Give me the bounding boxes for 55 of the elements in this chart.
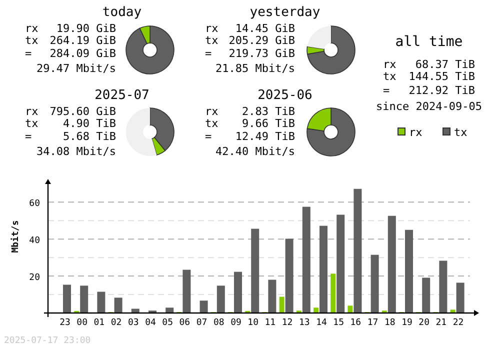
text: rx 795.60 GiB xyxy=(25,105,116,118)
text: 42.40 Mbit/s xyxy=(216,145,295,158)
text: since 2024-09-05 xyxy=(376,100,482,113)
text: tx 205.29 GiB xyxy=(205,34,296,47)
x-tick-label: 04 xyxy=(145,318,156,328)
chart-title: 2025-06 xyxy=(258,88,312,103)
chart-title: 2025-07 xyxy=(94,88,150,103)
x-tick-label: 19 xyxy=(402,318,412,328)
text: rx 14.45 GiB xyxy=(205,22,295,35)
x-tick-label: 03 xyxy=(128,318,139,328)
x-tick-label: 11 xyxy=(264,318,276,328)
x-tick-label: 21 xyxy=(436,318,447,328)
chart-title: yesterday xyxy=(250,5,320,20)
legend-label: rx xyxy=(409,126,423,139)
text: all time xyxy=(395,34,463,50)
text: tx 264.19 GiB xyxy=(25,34,116,47)
x-tick-label: 16 xyxy=(350,318,362,328)
text: 34.08 Mbit/s xyxy=(36,145,116,158)
x-tick-label: 12 xyxy=(282,318,293,328)
text: = 212.92 TiB xyxy=(383,84,475,97)
x-tick-label: 13 xyxy=(298,318,310,328)
chart-title: today xyxy=(102,5,142,20)
x-tick-label: 17 xyxy=(367,318,378,328)
x-tick-label: 05 xyxy=(162,318,174,328)
text: = 12.49 TiB xyxy=(205,130,295,143)
x-tick-label: 09 xyxy=(230,318,242,328)
x-tick-label: 02 xyxy=(110,318,122,328)
y-tick-label: 20 xyxy=(29,273,40,284)
text: rx 2.83 TiB xyxy=(205,105,295,118)
text: tx 4.90 TiB xyxy=(25,117,116,130)
x-tick-label: 20 xyxy=(418,318,430,328)
x-tick-label: 15 xyxy=(333,318,344,328)
text: = 5.68 TiB xyxy=(25,130,116,143)
legend-label: tx xyxy=(454,126,468,139)
text: rx 68.37 TiB xyxy=(383,58,475,71)
text: 21.85 Mbit/s xyxy=(216,62,295,75)
y-axis-title: Mbit/s xyxy=(10,220,21,253)
text: tx 144.55 TiB xyxy=(383,70,476,83)
y-tick-label: 40 xyxy=(29,236,40,246)
x-tick-label: 06 xyxy=(179,318,190,328)
x-tick-label: 14 xyxy=(316,318,327,328)
y-tick-label: 60 xyxy=(29,199,40,210)
text: = 219.73 GiB xyxy=(205,47,295,60)
text: 29.47 Mbit/s xyxy=(36,62,116,75)
text: tx 9.66 TiB xyxy=(205,117,295,130)
text: = 284.09 GiB xyxy=(25,47,116,60)
x-tick-label: 07 xyxy=(196,318,208,328)
x-tick-label: 22 xyxy=(452,318,464,328)
x-tick-label: 01 xyxy=(94,318,105,328)
x-tick-label: 08 xyxy=(213,318,224,328)
x-tick-label: 18 xyxy=(384,318,396,328)
x-tick-label: 00 xyxy=(76,318,88,328)
text: rx 19.90 GiB xyxy=(25,22,116,35)
x-tick-label: 10 xyxy=(248,318,259,328)
x-tick-label: 23 xyxy=(60,318,70,328)
